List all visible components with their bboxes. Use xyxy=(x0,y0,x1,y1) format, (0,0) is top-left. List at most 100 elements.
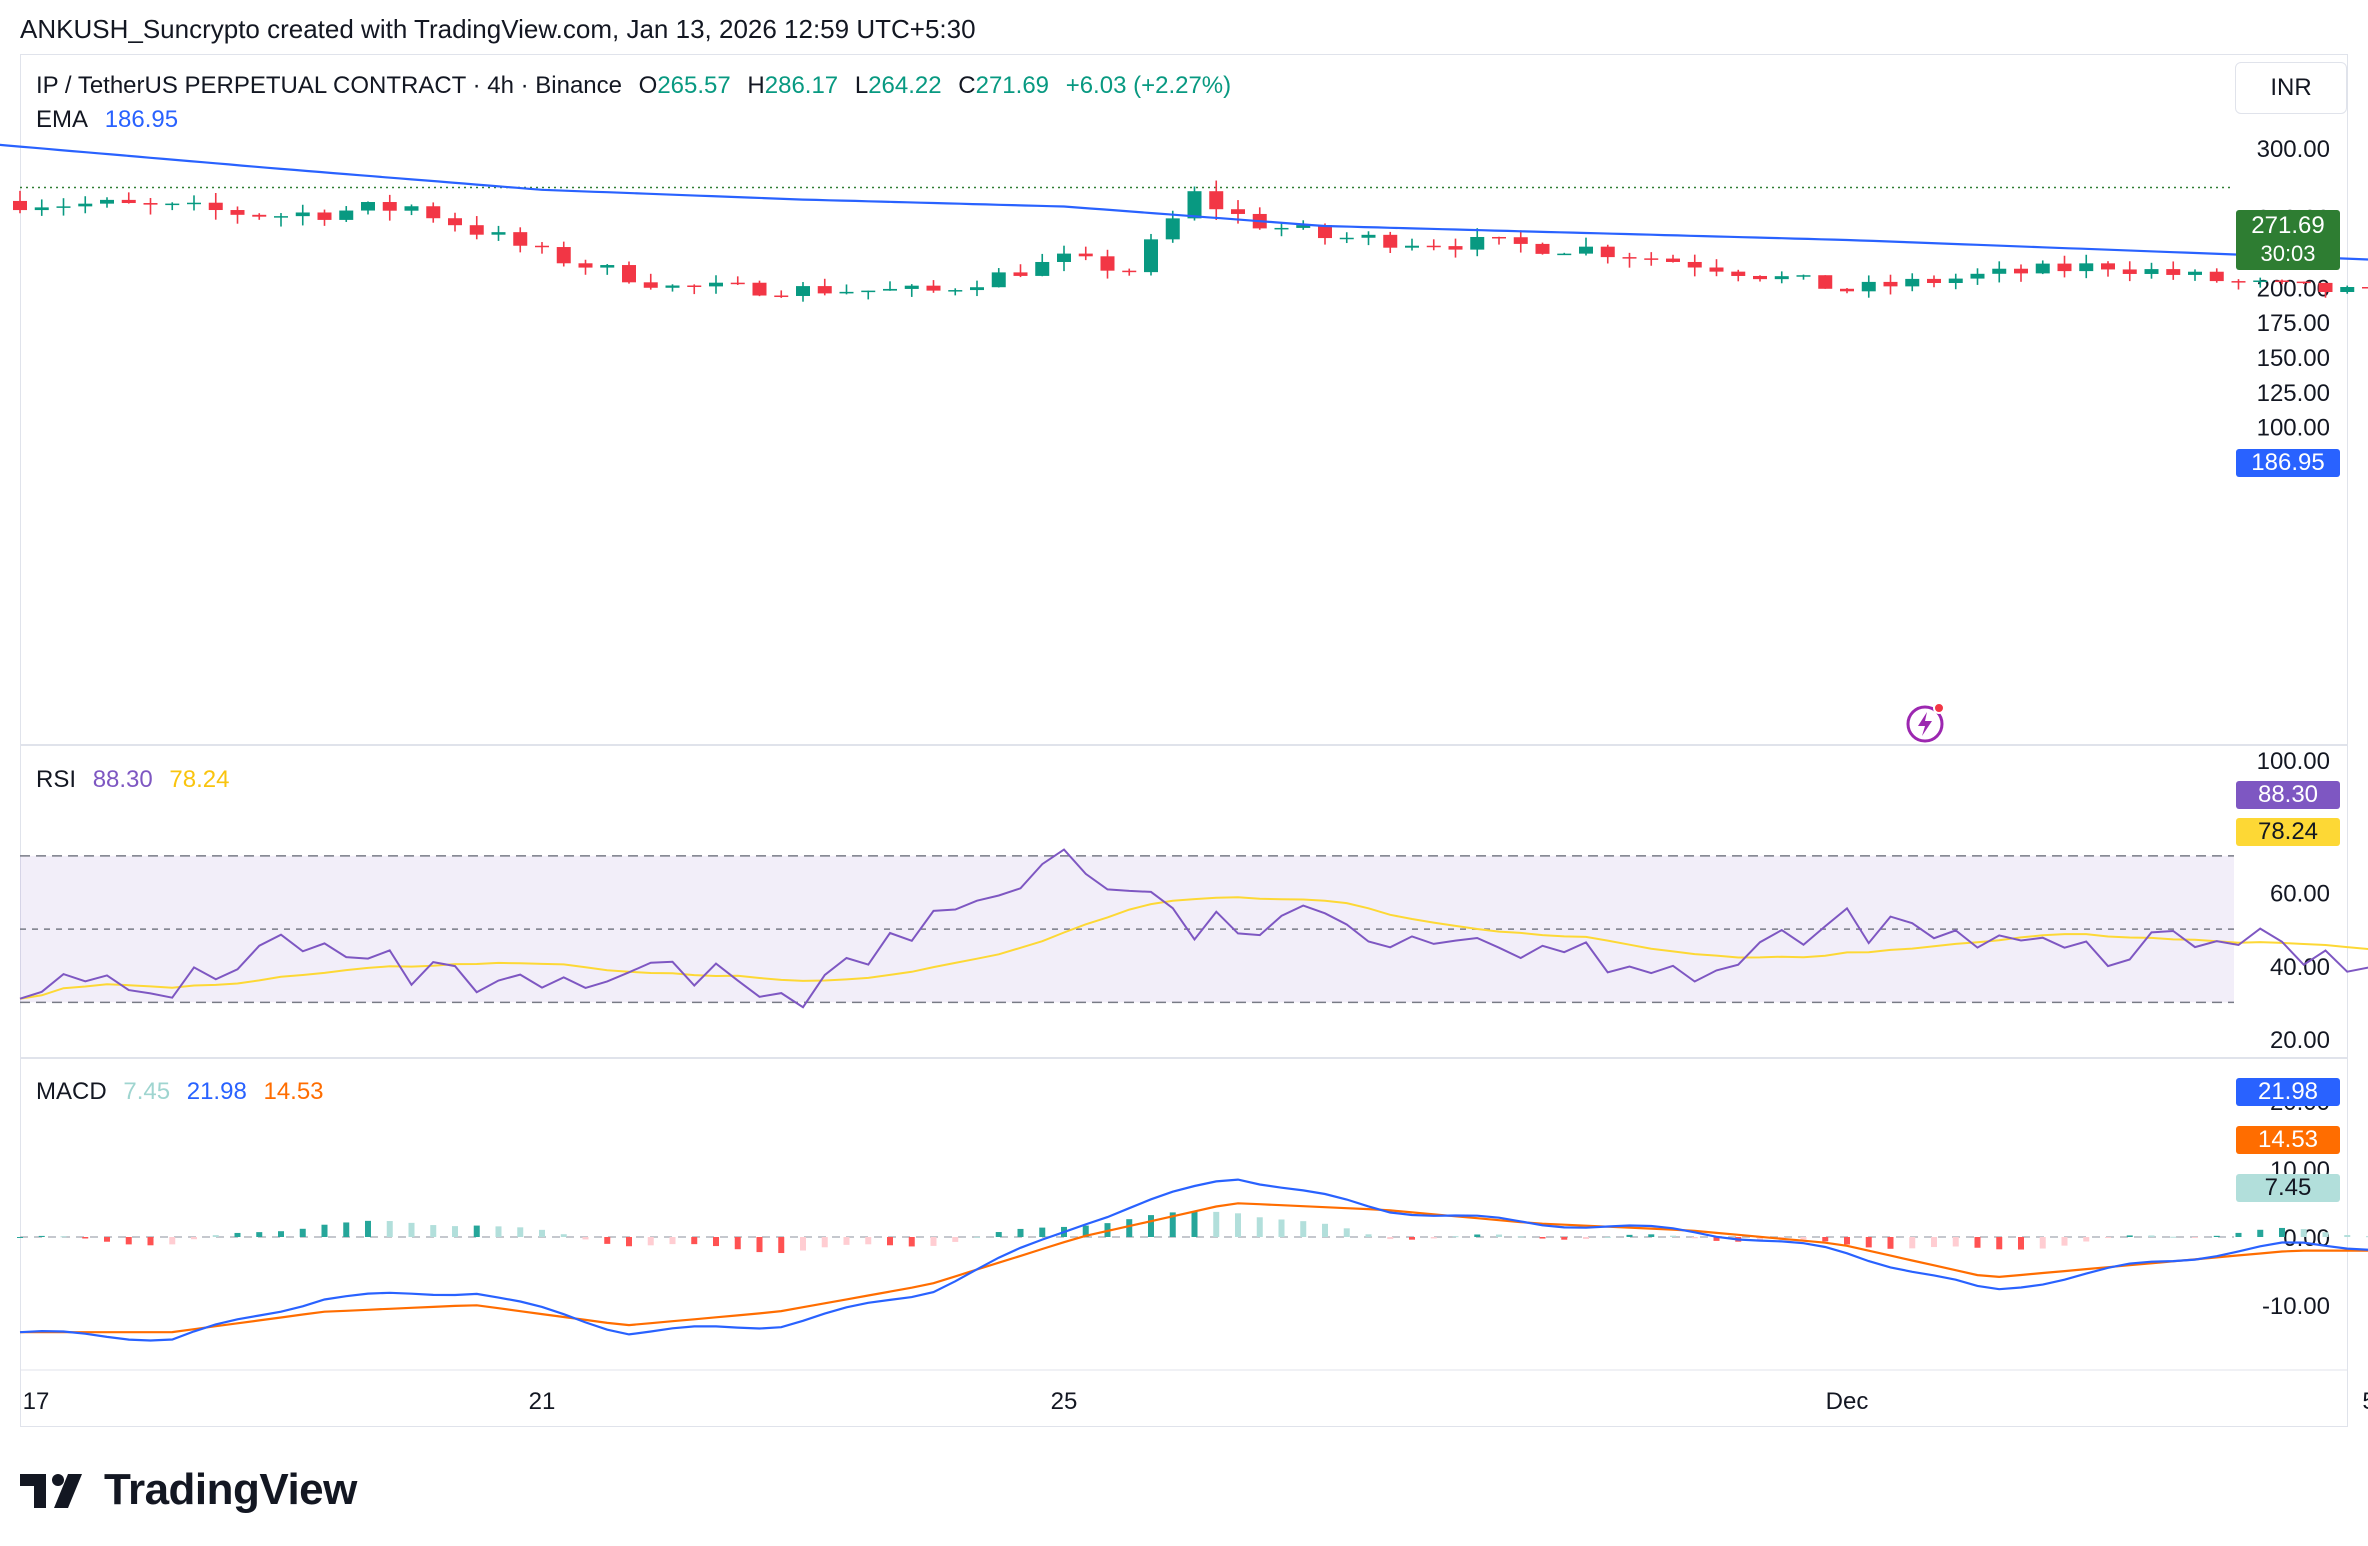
footer-logo[interactable]: TradingView xyxy=(20,1465,357,1515)
macd-hist-bar-84 xyxy=(1844,1237,1850,1245)
macd-hist-bar-76 xyxy=(1670,1235,1676,1237)
candle-body-81 xyxy=(1774,276,1789,280)
macd-hist-bar-74 xyxy=(1626,1234,1633,1237)
rsi-axis-tick-1: 40.00 xyxy=(2270,954,2330,981)
candle-body-46 xyxy=(1013,272,1028,276)
candle-body-100 xyxy=(2188,271,2202,275)
macd-hist-bar-72 xyxy=(1583,1237,1589,1239)
macd-hist-bar-90 xyxy=(1974,1237,1981,1248)
candle-body-65 xyxy=(1426,245,1441,248)
macd-legend[interactable]: MACD 7.45 21.98 14.53 xyxy=(36,1078,334,1106)
macd-label: MACD xyxy=(36,1078,107,1105)
low-label: L xyxy=(854,72,869,99)
macd-hist-bar-52 xyxy=(1148,1215,1154,1237)
macd-hist-bar-20 xyxy=(452,1226,458,1237)
macd-hist-bar-55 xyxy=(1213,1211,1220,1237)
chart-frame[interactable] xyxy=(20,54,2348,1427)
time-axis-tick-2: 25 xyxy=(1051,1388,1078,1415)
macd-hist-bar-13 xyxy=(299,1228,306,1237)
time-axis-tick-1: 21 xyxy=(529,1388,556,1415)
macd-hist-bar-103 xyxy=(2257,1229,2264,1237)
candle-body-25 xyxy=(556,247,571,264)
candle-body-72 xyxy=(1579,246,1593,254)
macd-hist-bar-28 xyxy=(626,1237,632,1247)
candle-body-91 xyxy=(1992,268,2007,274)
macd-hist-bar-2 xyxy=(60,1236,67,1238)
candle-body-41 xyxy=(904,285,919,289)
candle-body-20 xyxy=(448,218,462,226)
candle-body-78 xyxy=(1709,267,1724,272)
macd-hist-bar-1 xyxy=(38,1235,45,1237)
macd-hist-bar-53 xyxy=(1169,1212,1176,1237)
candle-body-6 xyxy=(143,203,158,205)
macd-tag: 21.98 xyxy=(2236,1078,2340,1106)
candle-body-64 xyxy=(1405,245,1419,248)
macd-hist-bar-26 xyxy=(582,1237,589,1240)
macd-hist-bar-82 xyxy=(1800,1237,1807,1240)
macd-hist-bar-47 xyxy=(1039,1227,1046,1237)
price-axis-tick-0: 100.00 xyxy=(2257,415,2330,442)
symbol-title[interactable]: IP / TetherUS PERPETUAL CONTRACT · 4h · … xyxy=(36,72,622,99)
candle-body-104 xyxy=(2275,280,2289,282)
macd-hist-bar-46 xyxy=(1017,1228,1024,1237)
macd-hist-bar-105 xyxy=(2300,1229,2307,1237)
candle-body-12 xyxy=(274,216,288,218)
macd-hist-bar-99 xyxy=(2170,1236,2177,1238)
macd-hist-bar-94 xyxy=(2061,1237,2068,1246)
macd-hist-bar-49 xyxy=(1082,1225,1089,1237)
macd-hist-bar-101 xyxy=(2213,1235,2220,1237)
macd-hist-bar-30 xyxy=(669,1237,676,1245)
signal-tag: 14.53 xyxy=(2236,1126,2340,1154)
rsi-axis-tick-2: 60.00 xyxy=(2270,881,2330,908)
macd-hist-bar-29 xyxy=(647,1237,654,1246)
rsi-ma-value: 78.24 xyxy=(169,766,230,793)
macd-tag-value: 21.98 xyxy=(2257,1078,2319,1105)
candle-body-4 xyxy=(100,199,114,204)
macd-hist-value: 7.45 xyxy=(123,1078,171,1105)
lightning-icon[interactable] xyxy=(1905,700,1949,744)
macd-hist-bar-97 xyxy=(2126,1235,2133,1237)
candle-body-30 xyxy=(665,285,680,288)
macd-hist-bar-61 xyxy=(1343,1228,1350,1237)
macd-hist-bar-31 xyxy=(691,1237,698,1245)
macd-hist-bar-69 xyxy=(1517,1236,1524,1238)
candle-body-19 xyxy=(426,206,441,219)
candle-body-92 xyxy=(2014,268,2028,274)
macd-hist-bar-100 xyxy=(2192,1237,2198,1238)
tradingview-logo-icon xyxy=(20,1474,82,1508)
macd-hist-bar-8 xyxy=(191,1237,197,1240)
macd-hist-bar-17 xyxy=(386,1221,393,1237)
candle-body-88 xyxy=(1927,278,1941,284)
candle-body-74 xyxy=(1622,257,1637,259)
macd-hist-bar-93 xyxy=(2039,1237,2046,1249)
candle-body-44 xyxy=(970,287,984,291)
candle-body-97 xyxy=(2122,269,2137,274)
macd-hist-bar-36 xyxy=(800,1237,806,1251)
currency-selector[interactable]: INR xyxy=(2235,62,2347,114)
candle-body-43 xyxy=(948,290,963,292)
candle-body-61 xyxy=(1339,237,1354,240)
macd-hist-bar-75 xyxy=(1648,1234,1655,1237)
macd-hist-bar-9 xyxy=(212,1235,219,1237)
macd-hist-bar-77 xyxy=(1691,1237,1698,1239)
candle-body-84 xyxy=(1840,288,1854,292)
macd-hist-bar-65 xyxy=(1430,1237,1437,1239)
candle-body-99 xyxy=(2166,269,2181,275)
macd-hist-bar-24 xyxy=(539,1229,545,1237)
last-price-value: 271.69 xyxy=(2251,212,2325,239)
candle-body-93 xyxy=(2035,263,2050,274)
macd-hist-bar-37 xyxy=(821,1237,828,1248)
candle-body-26 xyxy=(578,263,593,268)
rsi-value: 88.30 xyxy=(92,766,153,793)
candle-body-50 xyxy=(1100,256,1115,271)
ema-legend[interactable]: EMA 186.95 xyxy=(36,106,188,134)
last-price-tag: 271.69 30:03 xyxy=(2236,210,2340,270)
change-value: +6.03 (+2.27%) xyxy=(1065,72,1232,99)
high-label: H xyxy=(747,72,765,99)
rsi-line xyxy=(19,848,2368,1009)
currency-label: INR xyxy=(2270,74,2312,101)
rsi-legend[interactable]: RSI 88.30 78.24 xyxy=(36,766,239,794)
candle-body-54 xyxy=(1187,191,1202,219)
time-axis-tick-3: Dec xyxy=(1826,1388,1869,1415)
